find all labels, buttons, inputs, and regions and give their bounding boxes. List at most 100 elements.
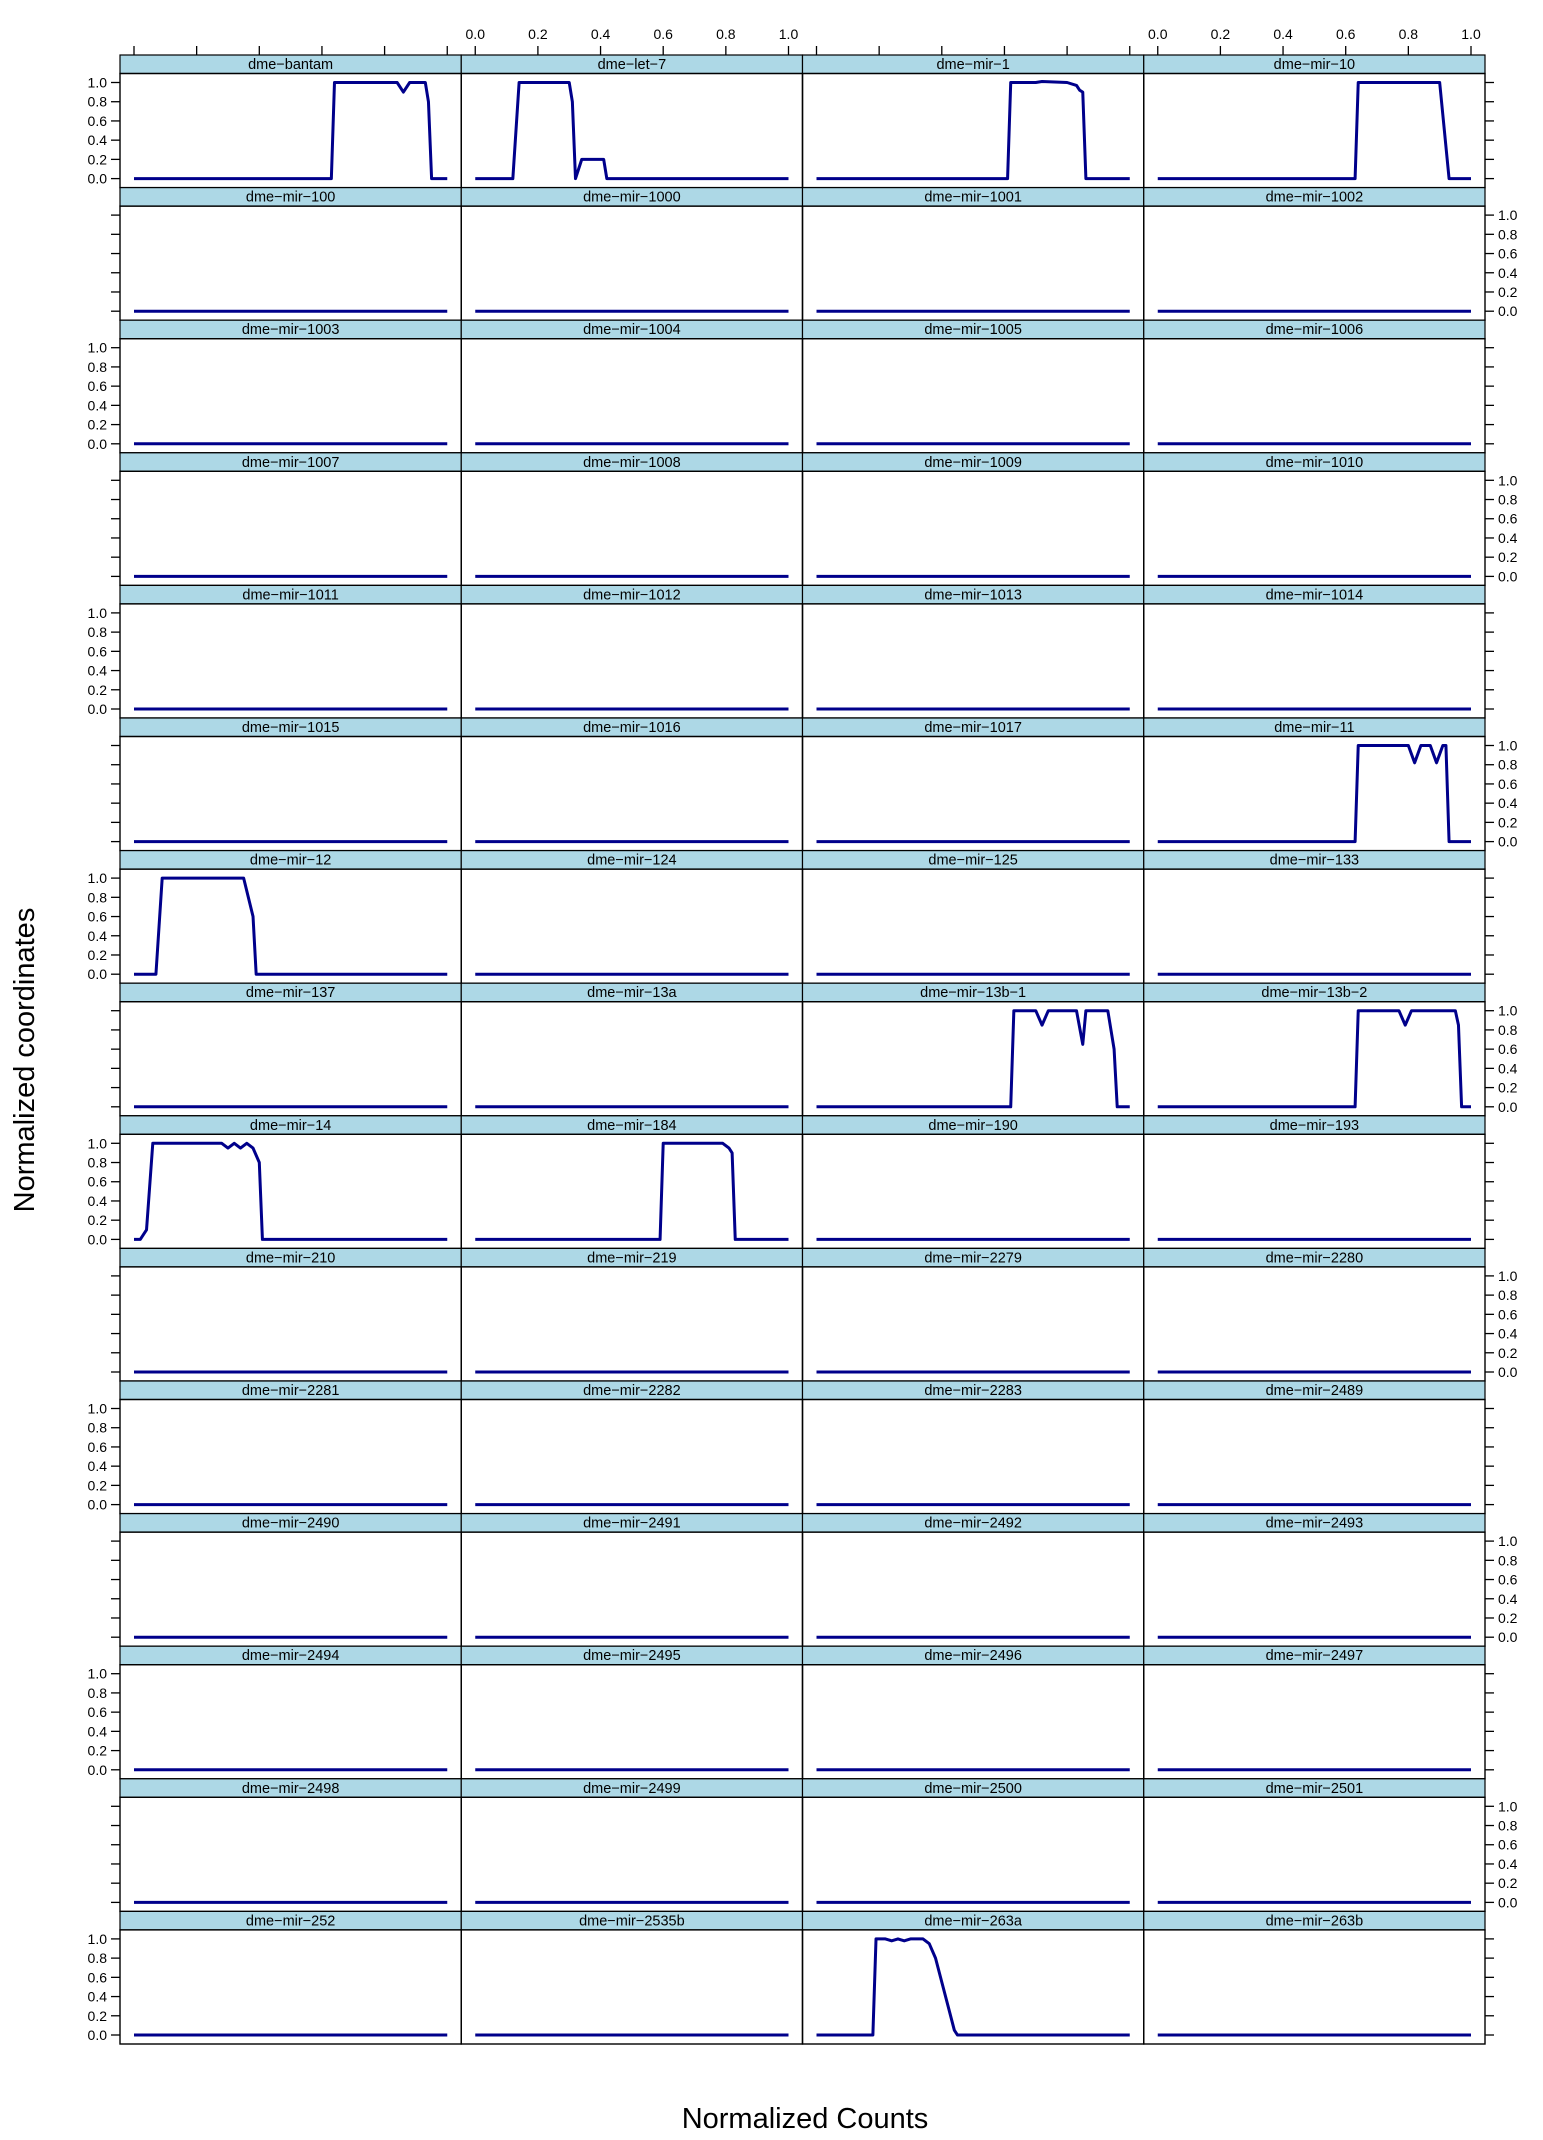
y-tick-label: 1.0 (88, 870, 108, 886)
strip-label: dme−mir−124 (587, 853, 676, 869)
strip-label: dme−mir−14 (250, 1118, 331, 1134)
strip-label: dme−mir−1011 (242, 587, 338, 603)
strip-label: dme−mir−11 (1274, 720, 1354, 736)
y-tick-label: 0.4 (1498, 1856, 1518, 1872)
panel: dme−mir−2491 (460, 1512, 804, 1647)
panel: dme−mir−2498 (111, 1778, 462, 1913)
strip-label: dme−mir−1005 (924, 322, 1022, 338)
y-tick-label: 0.4 (1498, 1060, 1518, 1076)
y-tick-label: 1.0 (1498, 1533, 1518, 1549)
panel: dme−mir−11 0.0 0.2 0.4 0.6 0.8 1.0 (1143, 717, 1518, 852)
y-tick-label: 0.0 (88, 1231, 108, 1247)
y-tick-label: 0.6 (88, 1969, 108, 1985)
panel: dme−mir−2494 0.0 0.2 0.4 0.6 0.8 1.0 (88, 1645, 462, 1780)
y-tick-label: 1.0 (88, 340, 108, 356)
strip-label: dme−mir−2489 (1266, 1383, 1364, 1399)
y-tick-label: 0.8 (1498, 1287, 1518, 1303)
y-tick-label: 0.6 (88, 643, 108, 659)
series-line (134, 81, 448, 181)
panel: dme−mir−1002 0.0 0.2 0.4 0.6 0.8 1.0 (1143, 187, 1518, 321)
strip-label: dme−mir−210 (246, 1250, 335, 1266)
y-tick-label: 0.6 (1498, 511, 1518, 527)
strip-label: dme−mir−193 (1270, 1118, 1359, 1134)
y-tick-label: 0.8 (88, 889, 108, 905)
x-axis-title: Normalized Counts (682, 2103, 929, 2135)
strip-label: dme−mir−2496 (924, 1648, 1022, 1664)
panel: dme−mir−1011 0.0 0.2 0.4 0.6 0.8 1.0 (88, 584, 462, 719)
panel: dme−mir−2489 (1143, 1380, 1494, 1515)
strip-label: dme−mir−2490 (242, 1516, 340, 1532)
y-tick-label: 0.6 (1498, 1837, 1518, 1853)
strip-label: dme−mir−263b (1266, 1913, 1364, 1929)
x-tick-label: 0.6 (1336, 26, 1356, 42)
strip-label: dme−mir−2491 (583, 1516, 681, 1532)
panel: dme−mir−2497 (1143, 1645, 1494, 1780)
y-tick-label: 1.0 (1498, 738, 1518, 754)
y-tick-label: 0.8 (88, 1950, 108, 1966)
series-line (1157, 1009, 1471, 1109)
y-tick-label: 1.0 (1498, 1798, 1518, 1814)
series-line (1157, 81, 1471, 181)
strip-label: dme−mir−1012 (583, 587, 681, 603)
x-tick-label: 0.8 (1399, 26, 1419, 42)
panel: dme−mir−13b−2 0.0 0.2 0.4 0.6 0.8 1.0 (1143, 982, 1518, 1117)
series-line (134, 1141, 448, 1241)
x-tick-label: 0.0 (466, 26, 486, 42)
y-tick-label: 0.4 (88, 1989, 108, 2005)
panel: dme−mir−263b (1143, 1910, 1494, 2045)
strip-label: dme−mir−2495 (583, 1648, 681, 1664)
y-tick-label: 0.2 (88, 2008, 108, 2024)
strip-label: dme−mir−2282 (583, 1383, 681, 1399)
strip-label: dme−mir−1004 (583, 322, 681, 338)
y-tick-label: 1.0 (88, 1401, 108, 1417)
strip-label: dme−mir−1007 (242, 455, 340, 471)
panel: dme−mir−13b−1 (801, 982, 1145, 1117)
strip-label: dme−mir−1009 (924, 455, 1022, 471)
y-tick-label: 0.2 (88, 1743, 108, 1759)
y-tick-label: 0.8 (1498, 226, 1518, 242)
x-tick-label: 0.0 (1148, 26, 1168, 42)
strip-label: dme−mir−1010 (1266, 455, 1364, 471)
panel: dme−mir−1015 (111, 717, 462, 852)
strip-label: dme−mir−133 (1270, 853, 1359, 869)
x-tick-label: 0.8 (716, 26, 736, 42)
y-tick-label: 1.0 (88, 605, 108, 621)
panel: dme−mir−1013 (801, 584, 1145, 719)
series-line (816, 1009, 1130, 1109)
strip-label: dme−mir−1006 (1266, 322, 1364, 338)
panel: dme−mir−2495 (460, 1645, 804, 1780)
strip-label: dme−mir−2492 (924, 1516, 1022, 1532)
panel-grid: dme−bantam 0.0 0.2 0.4 0.6 0.8 1.0 dme−let−7 0.0… (88, 26, 1518, 2045)
y-tick-label: 0.2 (88, 682, 108, 698)
y-tick-label: 0.8 (88, 1155, 108, 1171)
y-tick-label: 0.2 (88, 947, 108, 963)
y-tick-label: 0.8 (88, 1685, 108, 1701)
y-tick-label: 0.2 (1498, 1610, 1518, 1626)
panel: dme−mir−133 (1143, 849, 1494, 984)
y-tick-label: 0.4 (88, 1723, 108, 1739)
y-tick-label: 0.6 (1498, 1572, 1518, 1588)
panel: dme−mir−2490 (111, 1512, 462, 1647)
x-tick-label: 0.4 (591, 26, 611, 42)
y-tick-label: 0.6 (1498, 1041, 1518, 1057)
y-tick-label: 0.6 (1498, 1306, 1518, 1322)
y-tick-label: 0.0 (1498, 568, 1518, 584)
y-tick-label: 0.2 (1498, 549, 1518, 565)
y-tick-label: 0.6 (88, 1174, 108, 1190)
y-tick-label: 0.0 (1498, 1894, 1518, 1910)
y-tick-label: 0.4 (88, 1458, 108, 1474)
panel: dme−mir−10 0.0 0.2 0.4 0.6 0.8 1.0 (1143, 26, 1494, 189)
y-tick-label: 0.2 (88, 417, 108, 433)
y-tick-label: 0.4 (1498, 265, 1518, 281)
x-tick-label: 0.6 (653, 26, 673, 42)
y-tick-label: 0.8 (1498, 757, 1518, 773)
strip-label: dme−mir−10 (1274, 57, 1355, 73)
series-line (134, 876, 448, 976)
y-tick-label: 0.0 (1498, 1099, 1518, 1115)
y-tick-label: 0.6 (1498, 776, 1518, 792)
panel: dme−mir−1010 0.0 0.2 0.4 0.6 0.8 1.0 (1143, 452, 1518, 587)
strip-label: dme−mir−219 (587, 1250, 676, 1266)
strip-label: dme−mir−1014 (1266, 587, 1364, 603)
strip-label: dme−mir−2499 (583, 1781, 681, 1797)
